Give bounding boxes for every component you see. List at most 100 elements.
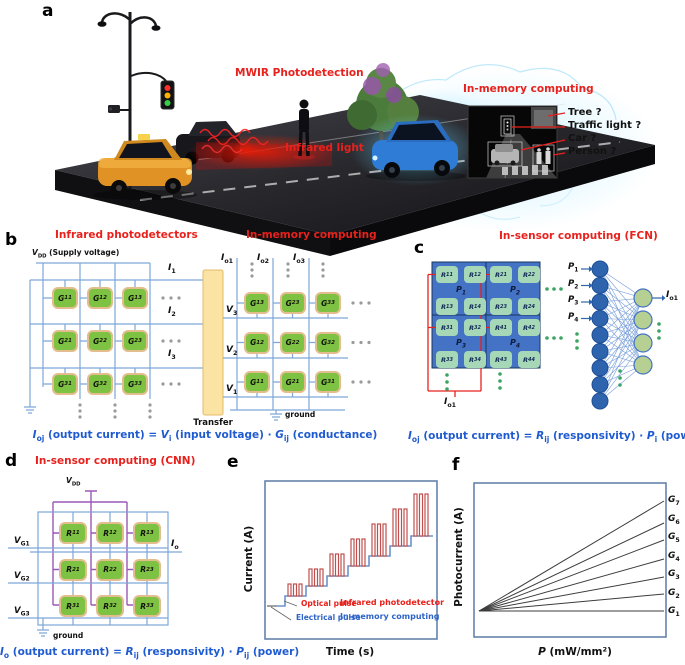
current-label: I3 [168,349,176,361]
responsivity-cell: R 33 [436,351,458,368]
conductance-cell: G 32 [87,373,113,395]
ground-label-b: ground [285,410,316,419]
vdd-label-d: VDD [66,476,81,488]
formula-caption-d: Io (output current) = Rij (responsivity)… [0,646,300,661]
memory-array-cells: G 13 G 23 G 33 G 12 G 22 G 32 G 11 G 21 G 31 [244,292,341,393]
responsivity-cell: R 33 [133,595,161,617]
conductance-cell: G 33 [315,292,341,314]
input-neurons [591,260,609,410]
x-axis-label-e: Time (s) [325,646,375,658]
output-current-label-d: Io [171,539,179,551]
voltage-label: V3 [226,305,238,317]
conductance-cell: G 11 [244,371,270,393]
in-memory-computing-label: In-memory computing [463,83,594,95]
conductance-line-labels: G7 G6 G5 G4 G3 G2 G1 [668,495,680,618]
panel-e-plot [264,480,438,640]
question-item: Traffic light ? [568,120,642,131]
infrared-light-label: Infrared light [285,142,364,154]
street-lamp-icon [97,12,168,188]
output-neurons [633,288,653,375]
conductance-cell: G 12 [87,287,113,309]
transfer-label: Transfer [193,418,233,428]
conductance-cell: G 12 [244,331,270,354]
in-memory-wires [223,258,348,421]
detection-inset-image [467,105,558,179]
conductance-line-label: G2 [668,587,680,600]
panel-d-circuit [8,490,182,637]
nn-output-label: Io1 [666,290,679,302]
traffic-light-icon [160,80,175,110]
photodetector-array-cells: G 11 G 12 G 13 G 21 G 22 G 23 G 31 G 32 G 33 [52,287,148,395]
blue-car-icon [350,114,482,186]
input-arrows [581,266,666,322]
panel-letter-a: a [42,1,54,21]
conductance-cell: G 23 [279,292,306,314]
panel-b-title-right: In-memory computing [246,229,377,241]
nn-input-label: P4 [568,311,579,324]
responsivity-cell: R 34 [464,351,486,368]
conductance-cell: G 21 [52,330,78,352]
taxi-icon [93,134,197,200]
responsivity-cell: R 13 [133,522,161,544]
neural-network [581,260,666,410]
conductance-cell: G 11 [52,287,78,309]
panel-letter-e: e [227,452,239,472]
panel-b-title-left: Infrared photodetectors [55,229,198,241]
sensor-quadrant-1: P1 R 11 R 12 R 13 R 14 [436,266,486,315]
responsivity-cell: R 44 [518,351,540,368]
y-axis-label-e: Current (A) [243,525,255,593]
formula-caption-c: Ioj (output current) = Rij (responsivity… [408,430,685,445]
legend-infrared-photodetector: Infrared photodetector [340,598,445,607]
responsivity-cell: R 22 [518,266,540,283]
voltage-label: V1 [226,384,238,396]
conductance-line-label: G6 [668,513,680,526]
question-item: Person ? [568,146,617,157]
panel-letter-c: c [414,238,425,258]
x-axis-label-f: P (mW/mm²) [538,646,612,658]
responsivity-cell: R 21 [490,266,512,283]
responsivity-cell: R 32 [96,595,124,617]
supply-wires [52,490,133,606]
pedestrian-icon [293,99,315,160]
responsivity-cell: R 12 [96,522,124,544]
ground-label-d: ground [53,631,84,640]
output-current-labels: Io1 Io2 Io3 [221,253,315,266]
responsivity-cell: R 31 [59,595,87,617]
gate-voltage-label: VG1 [14,536,30,548]
conductance-line-label: G1 [668,606,680,618]
plot-frame-f [473,482,667,638]
voltage-label: V2 [226,344,238,357]
output-current-label: Io3 [293,253,306,265]
responsivity-cell: R 31 [436,319,458,336]
responsivity-cell: R 24 [518,298,540,315]
panel-letter-f: f [452,455,460,475]
optical-pulses [287,493,429,597]
sensor-quadrant-2: P2 R 21 R 22 R 23 R 24 [490,266,540,315]
question-item: Car ? [568,133,597,144]
conductance-cell: G 31 [315,371,341,393]
responsivity-cell: R 21 [59,558,87,581]
conductance-line-label: G3 [668,569,680,581]
responsivity-cell: R 23 [490,298,512,315]
responsivity-cell: R 12 [464,266,486,283]
question-item: Tree ? [568,107,602,118]
photodetector-wires [24,262,203,414]
responsivity-cell: R 13 [436,298,458,315]
green-dots [445,287,661,391]
conductance-cell: G 21 [279,371,306,393]
callout-lines [512,112,566,156]
conductance-line-label: G7 [668,495,680,507]
grid-output-label: Io1 [444,397,457,409]
conductance-cell: G 22 [279,331,306,354]
conductance-cell: G 23 [122,330,148,352]
sensor-quadrant-3: P3 R 31 R 32 R 33 R 34 [436,319,486,368]
responsivity-cell: R 22 [96,558,124,581]
legend-in-memory-computing: In-memory computing [340,612,440,621]
panel-letter-b: b [5,230,18,250]
gate-voltage-label: VG3 [14,606,30,618]
nn-input-labels: P1 P2 P3 P4 [568,262,579,324]
responsivity-cell: R 11 [59,522,87,544]
conductance-cell: G 13 [244,292,270,314]
street-scene [55,12,660,256]
